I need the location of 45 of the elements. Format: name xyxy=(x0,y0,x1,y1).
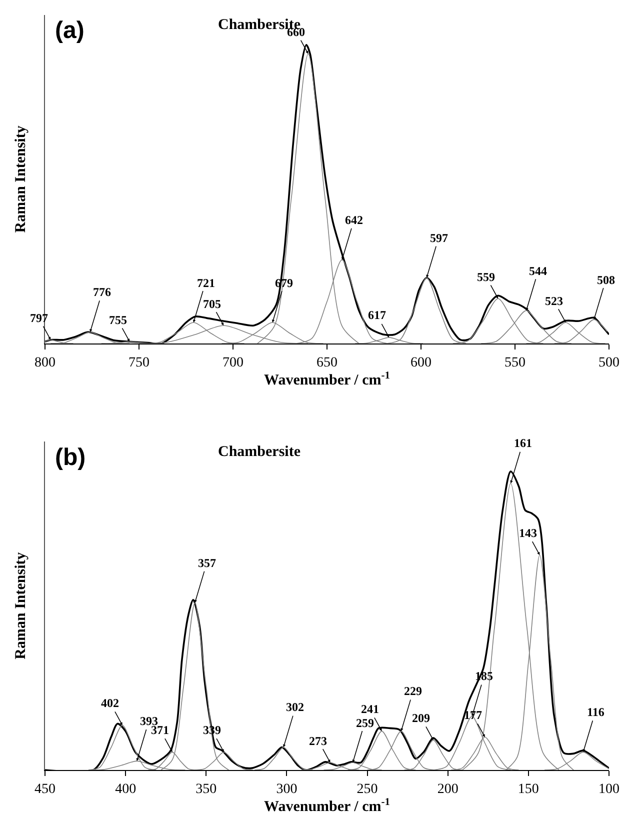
annotation: 523 xyxy=(545,294,563,308)
x-tick-label: 550 xyxy=(504,355,526,370)
annotation: 721 xyxy=(197,276,215,290)
x-tick-label: 750 xyxy=(128,355,150,370)
annotation: 143 xyxy=(519,526,537,540)
annotation: 544 xyxy=(529,264,547,278)
x-tick-label: 500 xyxy=(598,355,620,370)
y-axis-title: Raman Intensity xyxy=(13,552,30,660)
annotation: 229 xyxy=(404,684,422,698)
x-tick-label: 100 xyxy=(598,782,620,797)
x-tick-label: 700 xyxy=(222,355,244,370)
annotation: 776 xyxy=(93,285,111,299)
annotation: 508 xyxy=(597,273,615,287)
annotation: 161 xyxy=(514,436,532,450)
annotation: 705 xyxy=(203,297,221,311)
x-tick-label: 800 xyxy=(34,355,56,370)
x-tick-label: 200 xyxy=(437,782,458,797)
annotation: 209 xyxy=(412,711,430,725)
x-tick-label: 150 xyxy=(518,782,539,797)
annotation: 402 xyxy=(101,696,119,710)
annotation: 597 xyxy=(430,231,448,245)
annotation: 642 xyxy=(345,213,363,227)
x-axis-title: Wavenumber / cm$^{-1}$ xyxy=(264,796,390,816)
x-tick-label: 650 xyxy=(316,355,338,370)
x-axis-title: Wavenumber / cm$^{-1}$ xyxy=(264,370,390,389)
chart-title: Chambersite xyxy=(218,444,301,460)
annotation: 357 xyxy=(198,556,216,570)
x-tick-label: 450 xyxy=(34,782,56,797)
annotation: 559 xyxy=(477,270,495,284)
x-tick-label: 600 xyxy=(410,355,432,370)
annotation: 177 xyxy=(464,708,482,722)
annotation: 755 xyxy=(109,313,127,327)
y-axis-title: Raman Intensity xyxy=(13,125,30,233)
x-tick-label: 300 xyxy=(276,782,298,797)
text: (b) xyxy=(55,444,86,471)
text: (a) xyxy=(55,17,84,44)
annotation: 617 xyxy=(368,308,386,322)
annotation: 302 xyxy=(286,700,304,714)
annotation: 259 xyxy=(356,716,374,730)
x-tick-label: 350 xyxy=(196,782,217,797)
x-tick-label: 250 xyxy=(356,782,378,797)
annotation: 116 xyxy=(587,705,604,719)
x-tick-label: 400 xyxy=(115,782,136,797)
annotation: 273 xyxy=(309,734,327,748)
annotation: 241 xyxy=(361,702,379,716)
